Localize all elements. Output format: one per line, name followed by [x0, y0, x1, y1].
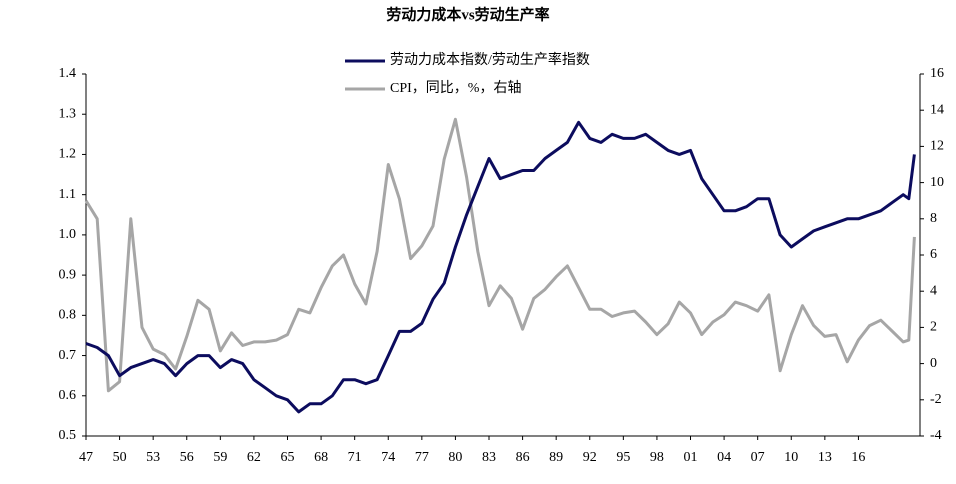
legend-label: CPI，同比，%，右轴 — [390, 80, 521, 96]
y-tick-label: 0.7 — [59, 348, 77, 363]
y-tick-label: 1.0 — [59, 227, 77, 242]
y2-tick-label: 2 — [930, 320, 937, 335]
x-tick-label: 65 — [281, 450, 295, 465]
chart-title: 劳动力成本vs劳动生产率 — [386, 5, 549, 23]
y2-tick-label: 6 — [930, 247, 937, 262]
y2-tick-label: -4 — [930, 428, 942, 443]
series-line — [84, 117, 916, 393]
y-tick-label: 1.3 — [59, 106, 77, 121]
y-tick-label: 0.5 — [59, 428, 77, 443]
y2-tick-label: -2 — [930, 392, 942, 407]
x-tick-label: 53 — [146, 450, 160, 465]
x-tick-label: 71 — [348, 450, 362, 465]
x-tick-label: 86 — [516, 450, 530, 465]
x-tick-label: 89 — [549, 450, 563, 465]
x-tick-label: 80 — [448, 450, 462, 465]
y2-tick-label: 4 — [930, 283, 937, 298]
x-tick-label: 13 — [818, 450, 832, 465]
y2-tick-label: 10 — [930, 175, 944, 190]
series-line — [85, 120, 916, 414]
y2-tick-label: 12 — [930, 139, 944, 154]
x-tick-label: 07 — [751, 450, 765, 465]
x-tick-label: 77 — [415, 450, 429, 465]
x-tick-label: 74 — [381, 450, 395, 465]
legend-label: 劳动力成本指数/劳动生产率指数 — [390, 51, 590, 68]
y-tick-label: 0.6 — [59, 388, 77, 403]
x-tick-label: 04 — [717, 450, 731, 465]
x-tick-label: 95 — [616, 450, 630, 465]
x-tick-label: 62 — [247, 450, 261, 465]
y-tick-label: 1.2 — [59, 147, 77, 162]
x-tick-label: 50 — [113, 450, 127, 465]
x-tick-label: 68 — [314, 450, 328, 465]
y2-tick-label: 0 — [930, 356, 937, 371]
x-tick-label: 92 — [583, 450, 597, 465]
y-tick-label: 1.1 — [59, 187, 77, 202]
x-tick-label: 98 — [650, 450, 664, 465]
x-tick-label: 01 — [684, 450, 698, 465]
y2-tick-label: 14 — [930, 102, 944, 117]
y2-tick-label: 8 — [930, 211, 937, 226]
y-tick-label: 0.9 — [59, 267, 77, 282]
x-tick-label: 47 — [79, 450, 93, 465]
y-tick-label: 0.8 — [59, 308, 77, 323]
x-tick-label: 16 — [851, 450, 865, 465]
x-tick-label: 10 — [784, 450, 798, 465]
y2-tick-label: 16 — [930, 66, 944, 81]
x-tick-label: 56 — [180, 450, 194, 465]
x-tick-label: 83 — [482, 450, 496, 465]
y-tick-label: 1.4 — [59, 66, 77, 81]
x-tick-label: 59 — [213, 450, 227, 465]
